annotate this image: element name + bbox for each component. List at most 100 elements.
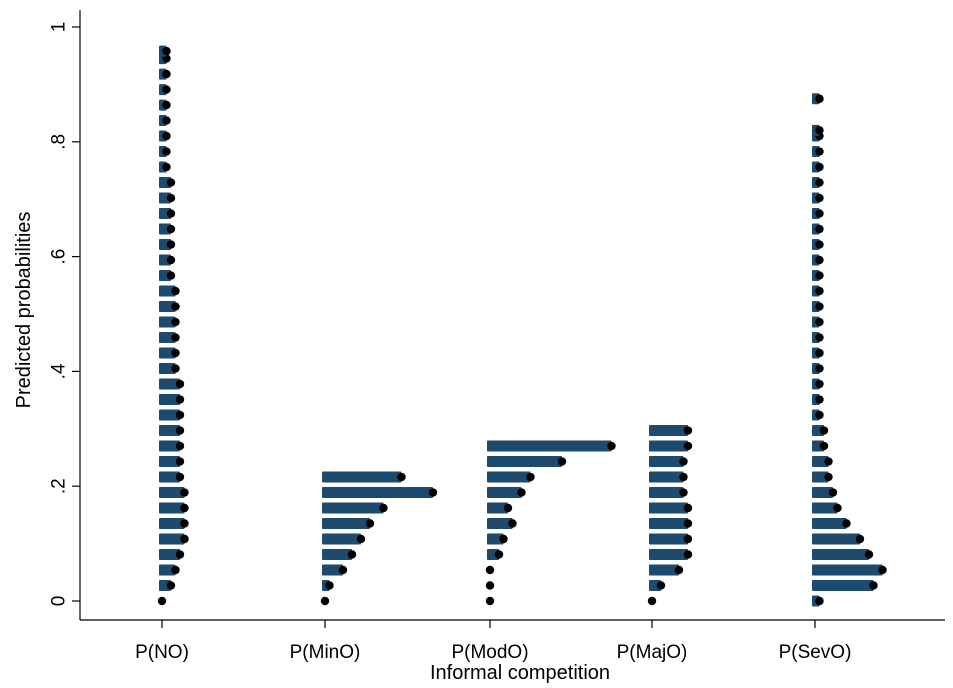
data-point: [815, 286, 824, 296]
frequency-bar: [649, 456, 684, 468]
frequency-bar: [159, 425, 180, 437]
data-point: [815, 126, 824, 135]
data-point: [869, 581, 878, 590]
frequency-bar: [812, 549, 869, 561]
x-axis-title: Informal competition: [430, 662, 610, 684]
data-point: [338, 565, 348, 575]
frequency-bar: [322, 533, 361, 545]
data-point: [166, 271, 176, 280]
frequency-bar: [322, 502, 384, 514]
frequency-bar: [322, 564, 343, 576]
frequency-bar: [159, 332, 176, 344]
data-point: [166, 255, 176, 265]
data-point: [526, 472, 535, 482]
data-point: [428, 488, 438, 497]
frequency-bar: [159, 409, 180, 421]
data-point: [819, 441, 829, 451]
frequency-bar: [159, 440, 180, 452]
data-point: [815, 333, 824, 342]
x-tick-label: P(MinO): [290, 642, 361, 663]
data-point: [815, 178, 824, 187]
frequency-bar: [649, 487, 684, 499]
x-tick-label: P(ModO): [451, 642, 528, 663]
data-point: [175, 395, 185, 404]
frequency-bar: [159, 518, 185, 530]
data-point: [842, 519, 851, 528]
series-P(ModO): [485, 440, 616, 606]
data-point: [171, 348, 180, 358]
data-point: [166, 224, 176, 234]
data-point: [175, 550, 185, 559]
frequency-bar: [649, 564, 679, 576]
frequency-bar: [812, 533, 860, 545]
frequency-bar: [322, 471, 402, 483]
frequency-bar: [159, 378, 180, 390]
y-tick-label: .2: [49, 478, 70, 494]
data-point: [166, 581, 176, 590]
data-point: [815, 224, 824, 234]
frequency-bar: [649, 533, 688, 545]
frequency-bar: [812, 471, 829, 483]
data-point: [679, 472, 688, 482]
data-point: [180, 534, 189, 544]
data-point: [815, 596, 824, 606]
data-point: [683, 441, 693, 451]
data-point: [557, 457, 567, 466]
frequency-bar: [159, 533, 185, 545]
chart-marks: [157, 45, 887, 607]
data-point: [175, 410, 185, 420]
data-point: [485, 565, 495, 575]
data-point: [162, 116, 171, 125]
data-point: [815, 193, 824, 203]
data-point: [679, 457, 688, 466]
frequency-bar: [322, 518, 370, 530]
frequency-bar: [812, 456, 829, 468]
frequency-bar: [487, 533, 504, 545]
data-point: [162, 131, 171, 141]
data-point: [162, 162, 171, 172]
data-point: [815, 395, 824, 404]
data-point: [683, 550, 693, 559]
frequency-bar: [649, 549, 688, 561]
data-point: [683, 426, 693, 435]
y-axis-title: Predicted probabilities: [13, 212, 35, 409]
frequency-bar: [159, 487, 185, 499]
y-tick-label: .4: [49, 363, 70, 379]
frequency-bar: [812, 487, 833, 499]
data-point: [320, 596, 330, 606]
data-point: [365, 519, 375, 528]
data-point: [815, 364, 824, 373]
frequency-bar: [159, 301, 176, 313]
frequency-bar: [159, 316, 176, 328]
x-ticks: P(NO) P(MinO) P(ModO) P(MajO) P(SevO): [135, 620, 851, 663]
data-point: [162, 85, 171, 94]
data-point: [824, 472, 833, 482]
data-point: [171, 565, 180, 575]
frequency-bar: [159, 394, 180, 406]
chart-axes: [79, 10, 945, 621]
data-point: [815, 410, 824, 420]
data-point: [815, 302, 824, 311]
data-point: [503, 503, 513, 513]
data-point: [508, 519, 517, 528]
data-point: [499, 534, 508, 544]
data-point: [824, 457, 833, 466]
data-point: [864, 550, 874, 559]
data-point: [166, 178, 176, 187]
y-tick-label: 1: [49, 22, 70, 33]
data-point: [815, 271, 824, 280]
data-point: [162, 100, 171, 110]
x-tick-label: P(SevO): [779, 642, 852, 663]
data-point: [815, 379, 824, 389]
x-tick-label: P(NO): [135, 642, 189, 663]
y-ticks: 0 .2 .4 .6 .8 1: [49, 22, 80, 606]
data-point: [815, 255, 824, 265]
data-point: [815, 240, 824, 249]
frequency-bar: [159, 285, 176, 297]
frequency-bar: [159, 549, 180, 561]
data-point: [180, 503, 189, 513]
data-point: [683, 503, 693, 513]
data-point: [815, 94, 824, 103]
frequency-bar: [487, 502, 508, 514]
data-point: [815, 348, 824, 358]
